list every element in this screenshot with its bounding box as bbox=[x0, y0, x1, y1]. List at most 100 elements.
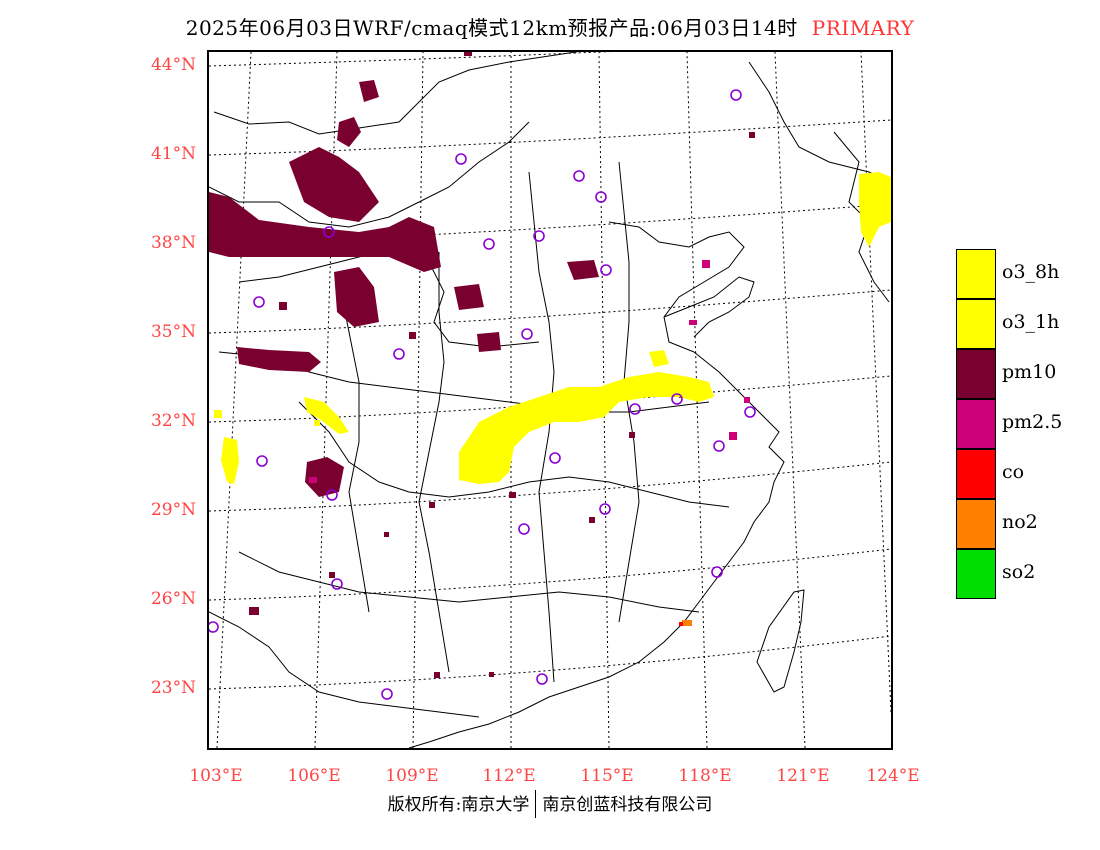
pm10-patch-henan bbox=[477, 332, 501, 352]
taiwan-outline bbox=[756, 589, 805, 693]
o3-dot bbox=[314, 420, 320, 426]
station-marker bbox=[393, 348, 405, 360]
legend-label: o3_8h bbox=[1002, 261, 1060, 283]
pm10-regions bbox=[209, 52, 755, 678]
legend-label: co bbox=[1002, 461, 1025, 483]
legend-label: pm2.5 bbox=[1002, 411, 1063, 433]
legend-label: so2 bbox=[1002, 561, 1036, 583]
lat-label-32: 32°N bbox=[150, 411, 196, 431]
station-marker bbox=[521, 328, 533, 340]
lon-line-109 bbox=[412, 52, 424, 748]
no2-regions bbox=[679, 620, 692, 626]
pm25-dot bbox=[729, 432, 737, 440]
province-line-d bbox=[338, 281, 370, 613]
pm10-dot bbox=[279, 302, 287, 310]
lon-label-115: 115°E bbox=[580, 766, 634, 786]
pm25-dot bbox=[702, 260, 710, 268]
legend-label: no2 bbox=[1002, 511, 1038, 533]
inner-mongolia-border bbox=[209, 121, 530, 228]
no2-dot bbox=[682, 620, 692, 626]
o3-patch-yangtze bbox=[459, 372, 714, 484]
lon-label-112: 112°E bbox=[482, 766, 536, 786]
station-marker bbox=[323, 226, 335, 238]
title-tag: PRIMARY bbox=[811, 16, 915, 40]
o3-dot bbox=[214, 410, 222, 418]
station-marker bbox=[573, 170, 585, 182]
pm10-dot bbox=[434, 672, 440, 678]
lon-line-103 bbox=[216, 52, 252, 748]
pm10-dot bbox=[749, 132, 755, 138]
map-title: 2025年06月03日WRF/cmaq模式12km预报产品:06月03日14时 P… bbox=[0, 12, 1100, 41]
legend-swatch bbox=[956, 449, 996, 499]
o3-patch-jiangsu bbox=[649, 350, 669, 367]
pm10-dot bbox=[489, 672, 494, 677]
southern-divide bbox=[238, 551, 700, 613]
lon-label-106: 106°E bbox=[287, 766, 341, 786]
pm25-dot bbox=[689, 320, 697, 325]
province-line-a bbox=[418, 252, 450, 673]
legend-swatch bbox=[956, 249, 996, 299]
lat-label-38: 38°N bbox=[150, 233, 196, 253]
station-marker bbox=[533, 230, 545, 242]
pm25-dot bbox=[744, 397, 750, 403]
pm25-regions bbox=[309, 260, 750, 483]
pm10-dot bbox=[384, 532, 389, 537]
station-marker bbox=[629, 403, 641, 415]
title-text: 2025年06月03日WRF/cmaq模式12km预报产品:06月03日14时 bbox=[185, 16, 798, 40]
station-marker bbox=[549, 452, 561, 464]
lat-line-29 bbox=[209, 461, 891, 512]
legend-swatch bbox=[956, 299, 996, 349]
footer-divider bbox=[535, 789, 537, 818]
lon-label-121: 121°E bbox=[776, 766, 830, 786]
lat-line-44 bbox=[209, 52, 612, 67]
pm10-dot bbox=[249, 607, 259, 615]
station-marker bbox=[253, 296, 265, 308]
station-marker bbox=[595, 191, 607, 203]
lat-line-32 bbox=[209, 375, 891, 423]
station-marker bbox=[483, 238, 495, 250]
pm10-dot bbox=[509, 492, 516, 498]
lat-line-26 bbox=[209, 548, 891, 601]
station-marker bbox=[381, 688, 393, 700]
pm10-dot bbox=[409, 332, 416, 339]
lat-label-35: 35°N bbox=[150, 322, 196, 342]
northeast-border bbox=[748, 61, 891, 183]
o3-regions bbox=[214, 172, 891, 484]
station-marker bbox=[599, 503, 611, 515]
co-dot bbox=[679, 622, 683, 626]
lon-line-121 bbox=[774, 52, 806, 748]
pm10-dot bbox=[629, 432, 635, 438]
southwest-border bbox=[209, 611, 480, 718]
pm10-patch-shaanxi bbox=[454, 284, 484, 310]
map-panel bbox=[207, 50, 893, 750]
lon-label-118: 118°E bbox=[678, 766, 732, 786]
pm10-patch-hebei bbox=[567, 260, 599, 280]
pm10-dot bbox=[589, 517, 595, 523]
northern-border bbox=[213, 52, 580, 135]
legend-label: o3_1h bbox=[1002, 311, 1060, 333]
lon-line-115 bbox=[598, 52, 610, 748]
station-marker bbox=[326, 489, 338, 501]
legend-swatch bbox=[956, 549, 996, 599]
o3-patch-korea bbox=[859, 172, 891, 247]
o3-patch-sichuan-w bbox=[221, 437, 239, 484]
station-marker bbox=[711, 566, 723, 578]
pm10-dot bbox=[329, 572, 335, 578]
station-marker bbox=[536, 673, 548, 685]
pm10-patch-north-2 bbox=[289, 147, 379, 222]
lon-line-118 bbox=[686, 52, 708, 748]
station-marker bbox=[256, 455, 268, 467]
station-marker bbox=[331, 578, 343, 590]
lat-line-35 bbox=[209, 289, 891, 334]
yellow-river bbox=[238, 246, 540, 348]
copyright-left: 版权所有:南京大学 bbox=[387, 795, 530, 815]
station-marker bbox=[455, 153, 467, 165]
station-marker bbox=[744, 406, 756, 418]
pm10-patch-sichuan bbox=[305, 457, 344, 497]
station-marker bbox=[209, 621, 219, 633]
lon-label-124: 124°E bbox=[866, 766, 920, 786]
o3-patch-sichuan-n bbox=[304, 397, 349, 434]
station-marker bbox=[713, 440, 725, 452]
pm10-patch-north-3 bbox=[337, 117, 361, 147]
station-marker bbox=[518, 523, 530, 535]
